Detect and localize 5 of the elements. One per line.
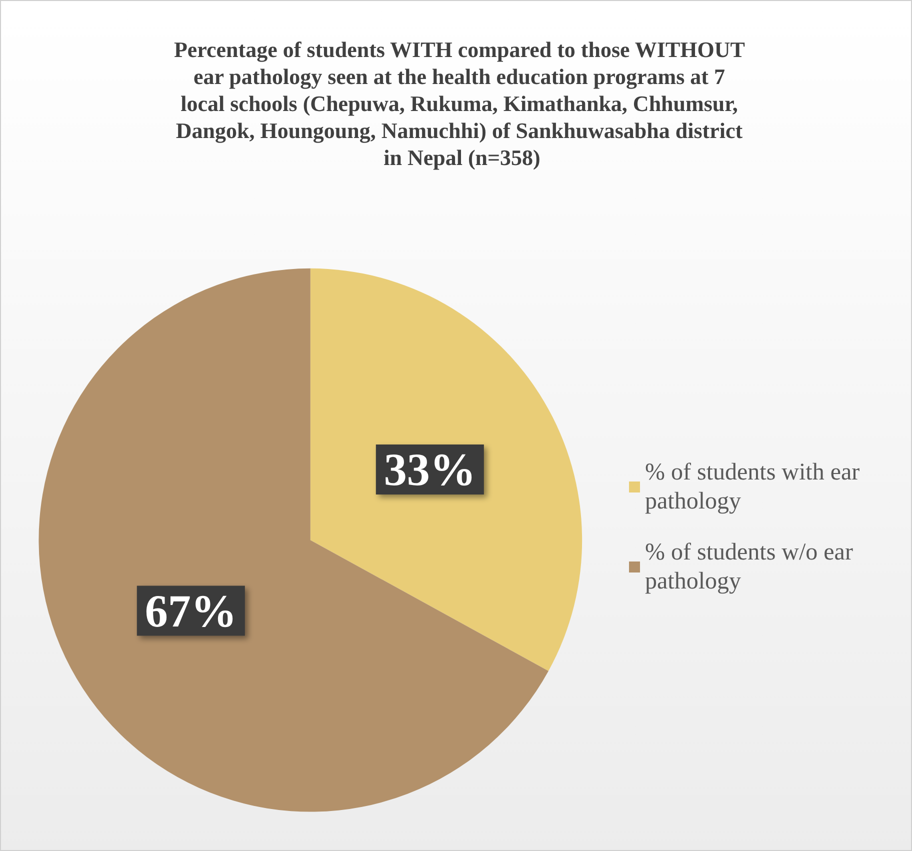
chart-title: Percentage of students WITH compared to those WITHOUT ear pathology seen at the health education programs at 7 local schools (Chepuwa, Rukuma, Kimathanka, Chhumsur, Dangok, Houngoung, Namuchhi) of Sankhuwasabha district in Nepal (n=358) — [174, 37, 750, 170]
data-label: 33% — [384, 444, 476, 495]
data-label: 67% — [144, 585, 237, 636]
legend-label: % of students w/o ear pathology — [645, 540, 859, 594]
legend-label: % of students with ear pathology — [645, 460, 866, 514]
